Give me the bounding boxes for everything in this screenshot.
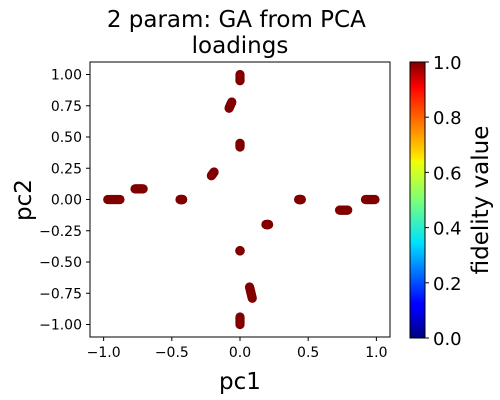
colorbar-tick-label: 1.0 — [433, 53, 462, 74]
data-point — [235, 138, 245, 148]
x-tick-label: −1.0 — [87, 345, 121, 361]
data-point — [178, 194, 188, 205]
data-point — [247, 293, 257, 303]
x-tick-label: 0.0 — [229, 345, 251, 361]
x-axis-label: pc1 — [219, 369, 261, 395]
y-tick-label: −0.75 — [39, 286, 82, 302]
y-axis-ticks: 1.00 0.75 0.50 0.25 0.00 −0.25 −0.50 −0.75 −1.00 — [39, 68, 90, 334]
colorbar-tick-label: 0.8 — [433, 108, 462, 129]
colorbar-tick-label: 0.6 — [433, 163, 462, 184]
data-point — [209, 167, 219, 177]
y-tick-label: 1.00 — [51, 68, 82, 84]
y-tick-label: −0.50 — [39, 255, 82, 271]
data-point — [235, 246, 245, 256]
colorbar — [409, 61, 426, 339]
y-tick-label: 0.00 — [51, 193, 82, 209]
x-tick-label: 1.0 — [365, 345, 387, 361]
colorbar-ticks: 0.0 0.2 0.4 0.6 0.8 1.0 — [425, 53, 462, 350]
chart-title: 2 param: GA from PCA loadings — [107, 7, 373, 59]
y-tick-label: −0.25 — [39, 224, 82, 240]
colorbar-tick-label: 0.2 — [433, 274, 462, 295]
x-tick-label: 0.5 — [297, 345, 319, 361]
data-point — [138, 184, 148, 194]
chart-title-line-1: 2 param: GA from PCA — [107, 7, 366, 33]
data-point — [296, 194, 306, 205]
data-point — [235, 319, 245, 330]
y-axis-label: pc2 — [11, 179, 37, 221]
y-tick-label: −1.00 — [39, 318, 82, 334]
colorbar-tick-label: 0.0 — [433, 329, 462, 350]
colorbar-tick-label: 0.4 — [433, 219, 462, 240]
plot-frame — [89, 61, 391, 338]
data-point — [115, 194, 125, 205]
data-point — [235, 69, 245, 80]
data-point — [343, 205, 353, 215]
chart-title-line-2: loadings — [192, 33, 289, 59]
y-tick-label: 0.50 — [51, 130, 82, 146]
y-tick-label: 0.25 — [51, 161, 82, 177]
colorbar-label: fidelity value — [468, 126, 494, 275]
y-tick-label: 0.75 — [51, 99, 82, 115]
x-axis-ticks: −1.0 −0.5 0.0 0.5 1.0 — [87, 337, 387, 361]
scatter-points — [103, 69, 380, 330]
data-point — [227, 97, 237, 107]
x-tick-label: −0.5 — [155, 345, 189, 361]
data-point — [264, 219, 274, 230]
data-point — [370, 194, 380, 205]
